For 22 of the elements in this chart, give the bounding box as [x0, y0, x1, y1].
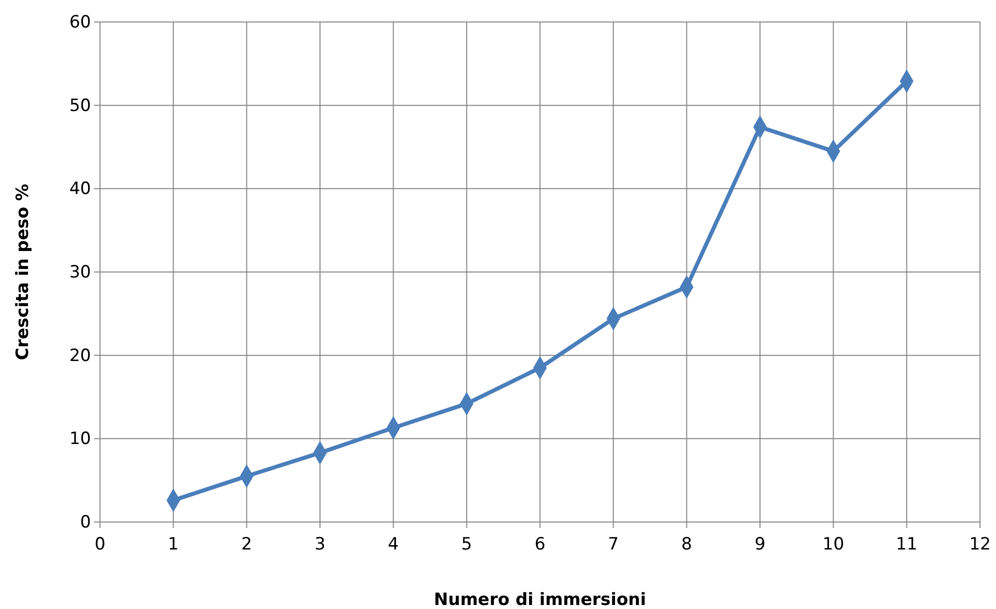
x-tick-label: 2 [241, 534, 252, 555]
y-tick-label: 20 [69, 346, 91, 366]
x-tick-label: 5 [461, 534, 472, 555]
x-tick-label: 7 [608, 534, 619, 555]
x-tick-label: 6 [534, 534, 546, 555]
y-tick-label: 50 [69, 96, 91, 116]
y-tick-label: 0 [80, 512, 91, 532]
x-tick-label: 1 [168, 534, 179, 555]
x-tick-label: 12 [969, 534, 991, 555]
x-tick-label: 8 [681, 534, 692, 555]
y-tick-label: 30 [69, 262, 91, 282]
x-tick-label: 0 [94, 534, 106, 555]
y-tick-label: 40 [69, 179, 91, 200]
x-tick-label: 4 [388, 534, 399, 555]
x-axis-title: Numero di immersioni [434, 590, 646, 609]
x-tick-label: 3 [314, 534, 326, 555]
y-tick-label: 60 [69, 12, 91, 32]
x-tick-label: 9 [754, 534, 766, 555]
x-tick-label: 10 [822, 534, 844, 555]
x-tick-label: 11 [896, 534, 918, 555]
y-axis-title: Crescita in peso % [13, 184, 33, 360]
y-tick-label: 10 [69, 429, 91, 450]
